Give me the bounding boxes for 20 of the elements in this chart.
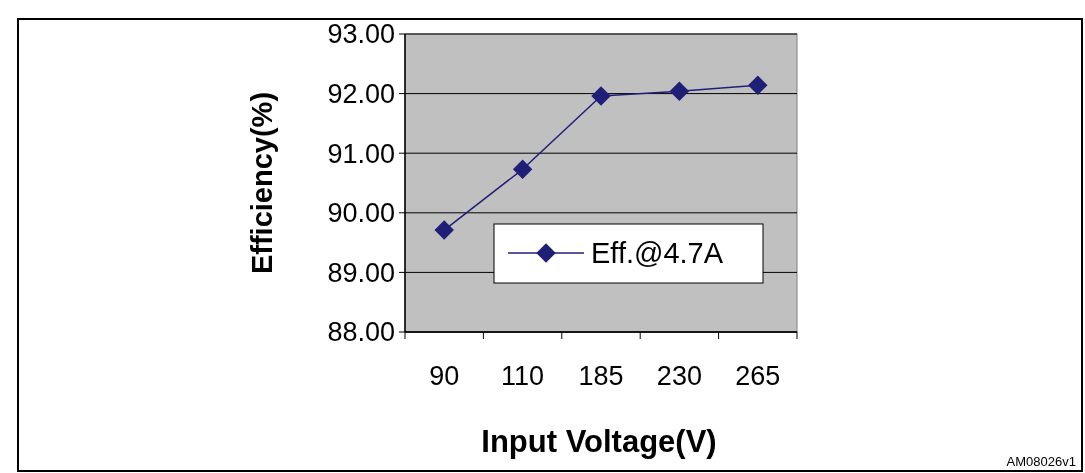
point (512, 159, 533, 180)
y-axis-title: Efficiency(%) (246, 91, 279, 275)
text: AM08026v1 (1006, 454, 1076, 469)
point (669, 81, 690, 101)
y-tick-label: 92.00 (327, 79, 395, 110)
y-tick-label: 91.00 (327, 138, 395, 169)
point (748, 75, 768, 95)
x-tick-label: 110 (501, 361, 545, 391)
point (591, 86, 611, 106)
x-tick-label: 185 (578, 361, 624, 391)
x-tick-label: 230 (656, 361, 702, 391)
y-tick-label: 93.00 (327, 19, 395, 50)
legend-label: Eff.@4.7A (591, 237, 724, 270)
y-tick-label: 89.00 (327, 257, 395, 288)
y-tick-label: 90.00 (327, 198, 395, 229)
x-tick-label: 90 (429, 361, 460, 391)
y-tick-label: 88.00 (327, 317, 395, 348)
x-tick-label: 265 (735, 361, 781, 391)
x-axis-title: Input Voltage(V) (481, 424, 717, 459)
point (434, 220, 454, 240)
